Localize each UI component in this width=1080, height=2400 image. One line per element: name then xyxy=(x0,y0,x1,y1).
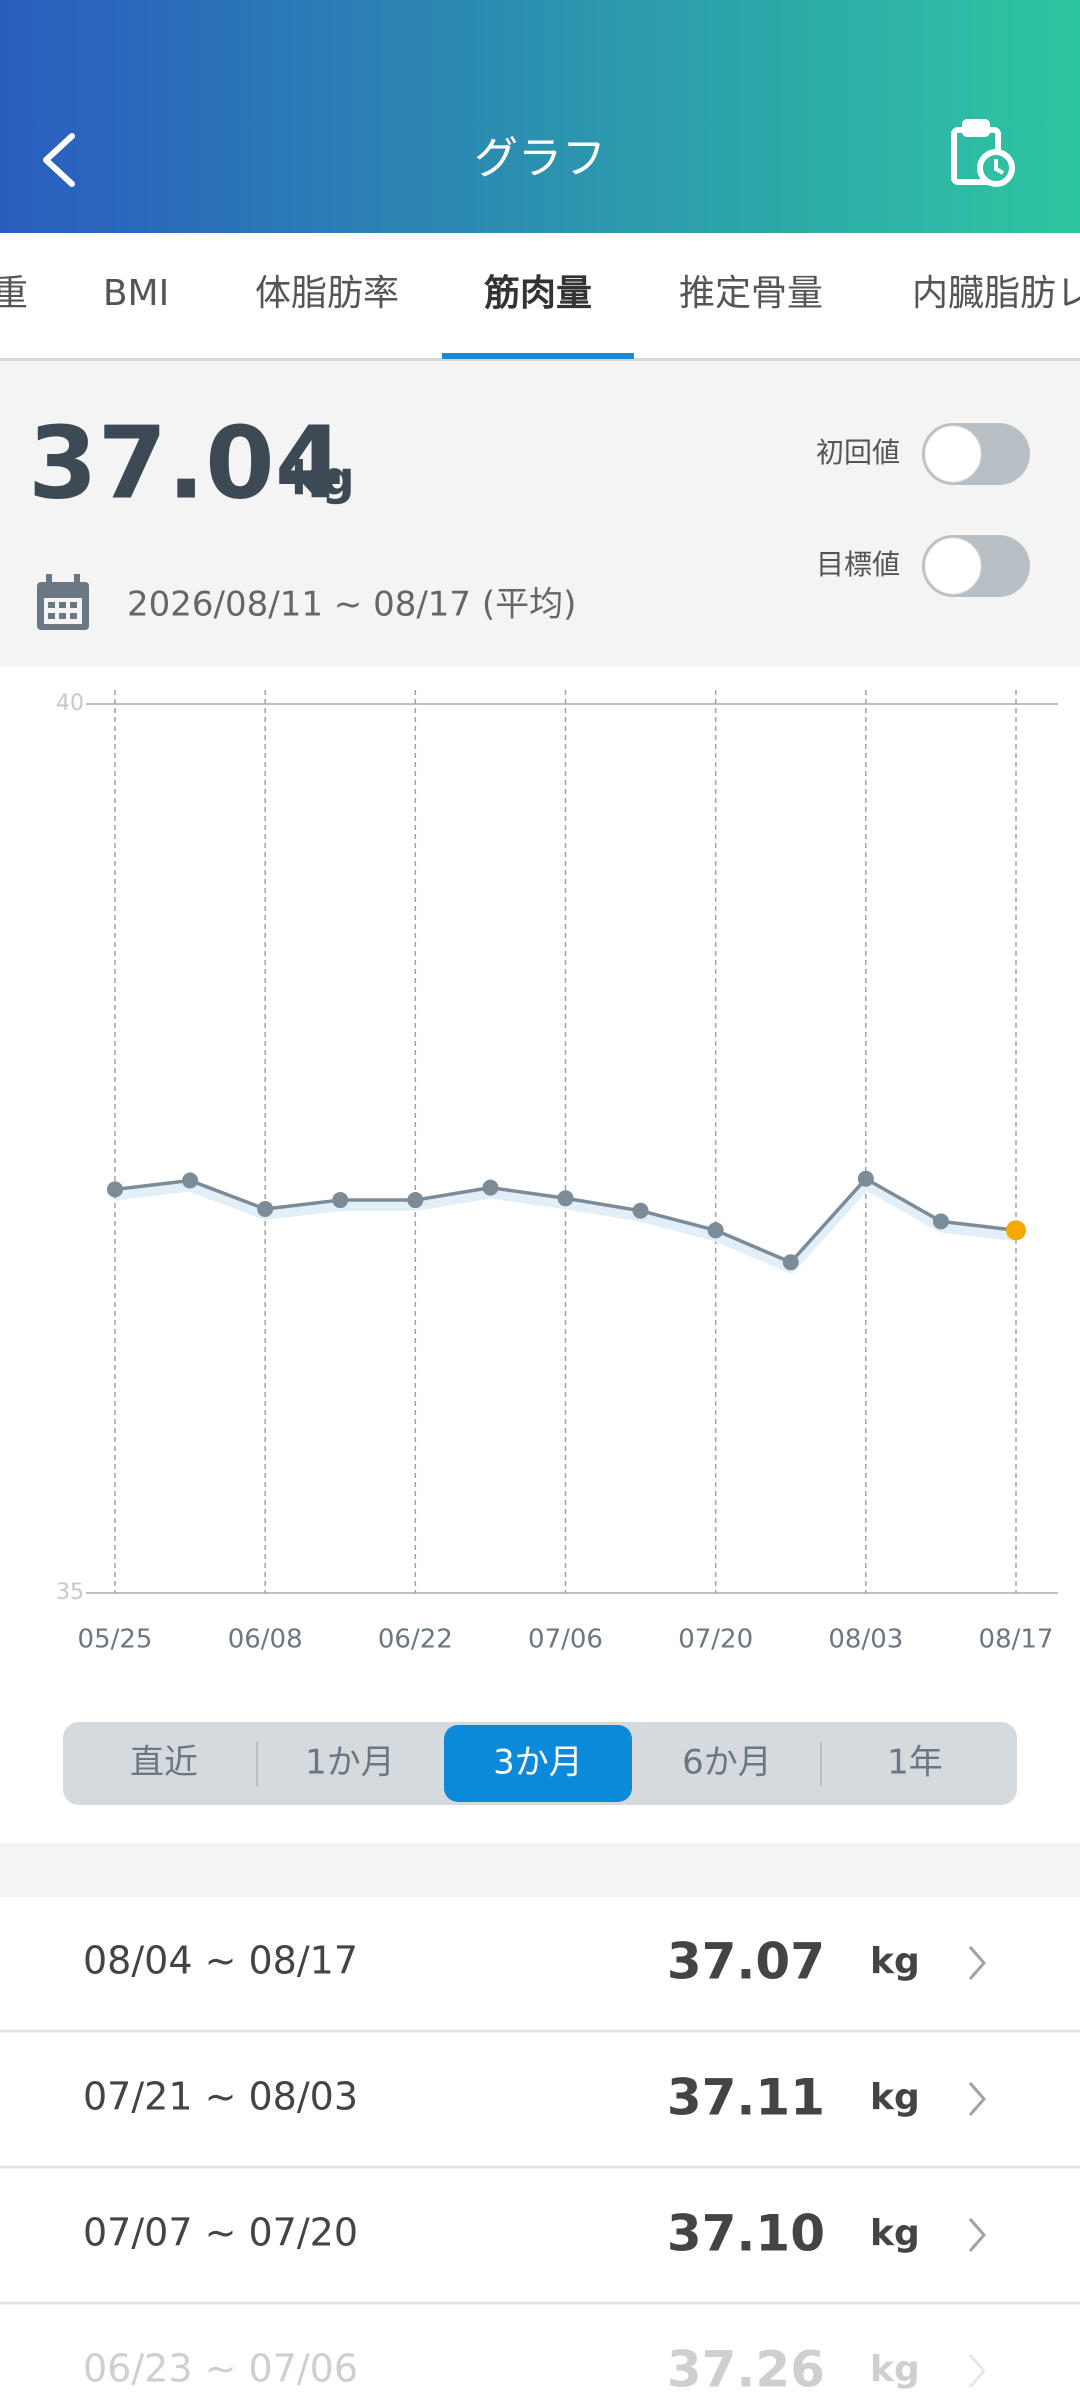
back-button[interactable] xyxy=(43,133,75,187)
row-range: 06/23 ~ 07/06 xyxy=(83,2347,358,2391)
header-title: グラフ xyxy=(474,133,606,184)
list-row[interactable]: 08/04 ~ 08/17 37.07 kg xyxy=(0,1933,1080,2033)
list-gap xyxy=(0,1843,1080,1897)
x-tick-label: 06/08 xyxy=(228,1625,303,1655)
tab-divider xyxy=(0,358,1080,361)
row-unit: kg xyxy=(870,2077,920,2118)
y-tick-label: 40 xyxy=(56,691,84,716)
x-tick-label: 08/03 xyxy=(828,1625,903,1655)
header-bar xyxy=(0,0,1080,233)
row-unit: kg xyxy=(870,2213,920,2254)
x-tick-label: 05/25 xyxy=(78,1625,153,1655)
list-row[interactable]: 07/21 ~ 08/03 37.11 kg xyxy=(0,2069,1080,2169)
y-tick-label: 35 xyxy=(56,1580,84,1605)
row-chevron xyxy=(968,1946,986,1980)
point xyxy=(782,1254,799,1271)
toggle-label: 目標値 xyxy=(816,548,900,581)
period-option[interactable]: 1か月 xyxy=(305,1743,395,1783)
row-value: 37.26 xyxy=(667,2341,825,2399)
point xyxy=(182,1172,199,1189)
toggle-knob xyxy=(924,425,982,483)
point xyxy=(632,1202,649,1219)
chart-panel xyxy=(0,666,1080,1843)
point xyxy=(482,1179,499,1196)
x-tick-label: 07/06 xyxy=(528,1625,603,1655)
period-selected[interactable] xyxy=(444,1725,632,1802)
tab[interactable]: 筋肉量 xyxy=(484,273,592,314)
row-unit: kg xyxy=(870,2349,920,2390)
point xyxy=(932,1213,949,1230)
x-tick-label: 06/22 xyxy=(378,1625,453,1655)
point xyxy=(332,1192,349,1209)
list-row[interactable]: 07/07 ~ 07/20 37.10 kg xyxy=(0,2205,1080,2305)
point xyxy=(407,1192,424,1209)
row-value: 37.11 xyxy=(667,2069,825,2127)
list-row[interactable]: 06/23 ~ 07/06 37.26 kg xyxy=(0,2341,1080,2400)
x-tick-label: 07/20 xyxy=(678,1625,753,1655)
point xyxy=(1006,1220,1026,1241)
period-option[interactable]: 6か月 xyxy=(682,1743,772,1783)
period-option[interactable]: 直近 xyxy=(130,1743,198,1783)
history-button[interactable] xyxy=(951,119,1015,187)
toggle-label: 初回値 xyxy=(816,436,900,469)
row-unit: kg xyxy=(870,1941,920,1982)
point xyxy=(707,1222,724,1239)
row-chevron xyxy=(968,2082,986,2116)
tab[interactable]: 体脂肪率 xyxy=(255,273,399,314)
tab[interactable]: 重 xyxy=(0,273,28,314)
point xyxy=(557,1190,574,1207)
tab-bar xyxy=(0,233,1080,360)
row-range: 08/04 ~ 08/17 xyxy=(83,1939,358,1983)
row-chevron xyxy=(968,2354,986,2388)
point xyxy=(107,1181,123,1198)
summary-panel xyxy=(0,361,1080,666)
tab[interactable]: BMI xyxy=(103,273,169,314)
tab[interactable]: 推定骨量 xyxy=(679,273,823,314)
date-range: 2026/08/11 ~ 08/17 (平均) xyxy=(127,585,576,625)
toggle-knob xyxy=(924,537,982,595)
tab-indicator xyxy=(442,353,634,359)
calendar-icon xyxy=(37,574,89,630)
point xyxy=(257,1200,274,1217)
summary-unit: kg xyxy=(291,452,355,506)
summary-value: 37.04 xyxy=(28,404,344,521)
row-chevron xyxy=(968,2218,986,2252)
row-value: 37.07 xyxy=(667,1933,825,1991)
row-value: 37.10 xyxy=(667,2205,825,2263)
tab[interactable]: 内臓脂肪レ xyxy=(912,273,1080,314)
row-range: 07/07 ~ 07/20 xyxy=(83,2211,358,2255)
point xyxy=(857,1170,874,1187)
x-tick-label: 08/17 xyxy=(979,1625,1054,1655)
period-option[interactable]: 3か月 xyxy=(493,1743,583,1783)
period-option[interactable]: 1年 xyxy=(887,1743,943,1783)
row-range: 07/21 ~ 08/03 xyxy=(83,2075,358,2119)
